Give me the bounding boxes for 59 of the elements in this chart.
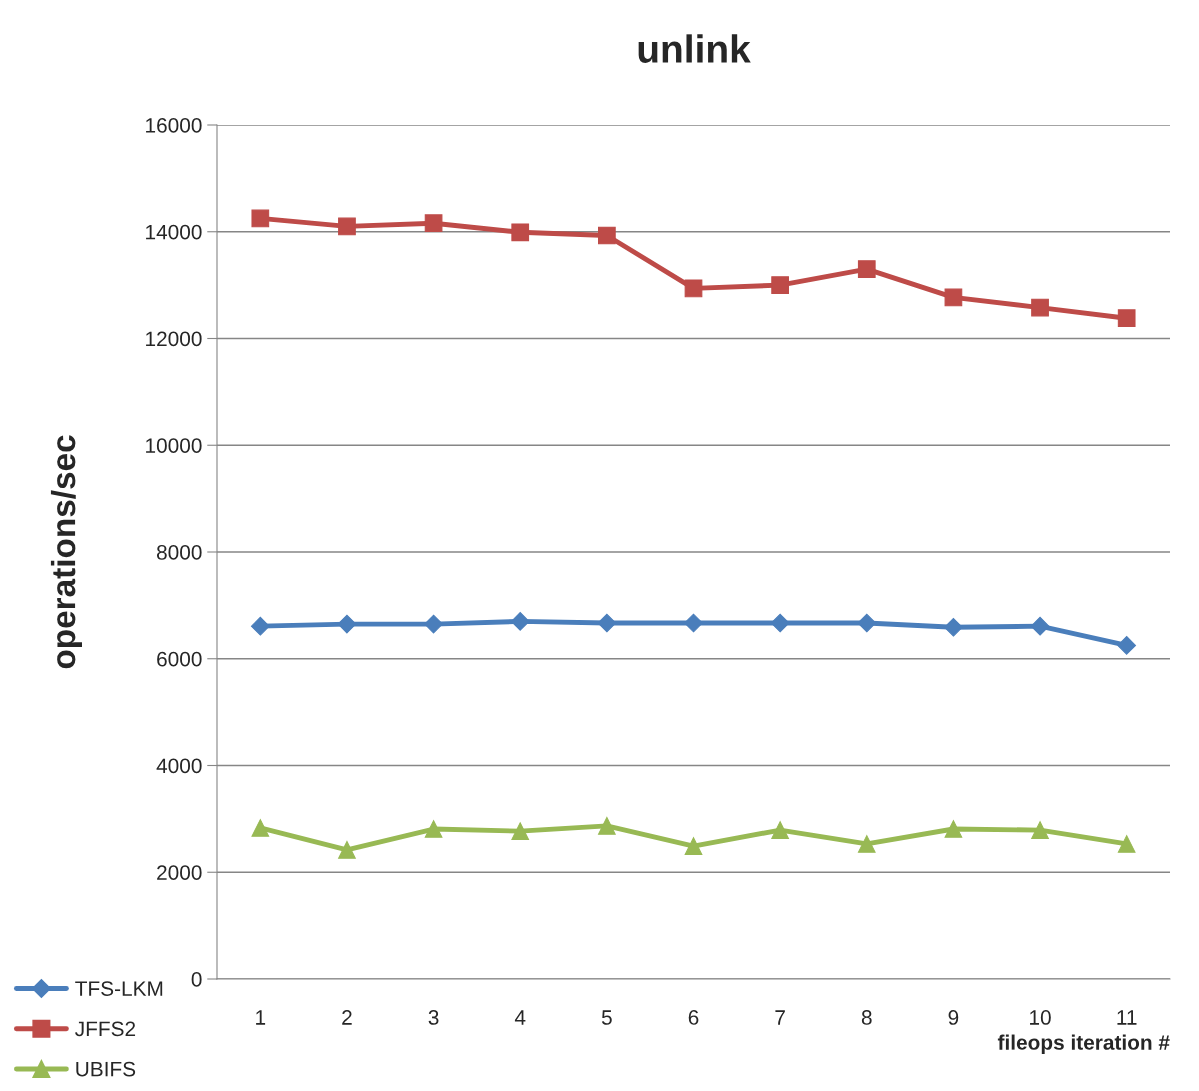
point xyxy=(424,214,443,233)
point xyxy=(337,614,357,634)
point xyxy=(510,612,530,631)
point xyxy=(771,821,789,839)
point xyxy=(857,260,876,278)
point xyxy=(684,613,703,633)
point xyxy=(251,209,270,228)
x-tick-label: 1 xyxy=(256,1010,266,1025)
point xyxy=(770,613,790,633)
point xyxy=(338,840,356,859)
point xyxy=(424,820,443,838)
x-tick-label: 10 xyxy=(1030,1010,1051,1025)
x-axis-title: fileops iteration # xyxy=(997,1034,1170,1054)
point xyxy=(424,614,443,634)
y-tick-label: 4000 xyxy=(156,758,202,774)
point xyxy=(684,837,703,855)
x-tick-label: 3 xyxy=(428,1010,439,1025)
x-tick-label: 5 xyxy=(601,1010,612,1025)
y-tick-label: 8000 xyxy=(156,545,202,560)
point xyxy=(684,279,703,298)
point xyxy=(1031,298,1049,317)
point xyxy=(1030,616,1050,636)
point xyxy=(1117,309,1136,328)
point xyxy=(597,613,617,633)
y-tick-label: 10000 xyxy=(146,438,202,453)
x-tick-label: 2 xyxy=(342,1010,352,1025)
point xyxy=(944,288,963,307)
y-tick-label: 16000 xyxy=(146,118,202,133)
legend-label: TFS-LKM xyxy=(75,981,163,996)
legend-label: UBIFS xyxy=(76,1061,136,1077)
point xyxy=(511,223,530,242)
point xyxy=(944,617,963,637)
point xyxy=(511,822,530,840)
point xyxy=(338,217,356,236)
point xyxy=(771,276,789,294)
y-tick-label: 6000 xyxy=(157,651,202,667)
point xyxy=(944,820,963,838)
chart-title: unlink xyxy=(638,34,751,63)
point xyxy=(598,226,616,245)
y-tick-label: 12000 xyxy=(146,331,202,347)
point xyxy=(1031,821,1049,839)
point xyxy=(857,835,876,853)
point xyxy=(598,816,616,835)
y-tick-label: 2000 xyxy=(157,865,202,880)
x-tick-label: 7 xyxy=(775,1010,785,1025)
point xyxy=(251,819,270,837)
x-tick-label: 11 xyxy=(1117,1010,1137,1025)
x-tick-label: 8 xyxy=(861,1010,872,1025)
point xyxy=(1117,835,1136,853)
x-tick-label: 4 xyxy=(514,1010,526,1025)
y-tick-label: 0 xyxy=(191,972,202,987)
legend-label: JFFS2 xyxy=(75,1021,136,1037)
y-tick-label: 14000 xyxy=(146,224,202,240)
point xyxy=(857,613,877,633)
x-tick-label: 9 xyxy=(948,1010,959,1025)
point xyxy=(1117,636,1137,655)
x-tick-label: 6 xyxy=(688,1010,699,1025)
y-axis-title: operations/sec xyxy=(50,435,82,669)
point xyxy=(250,616,270,636)
